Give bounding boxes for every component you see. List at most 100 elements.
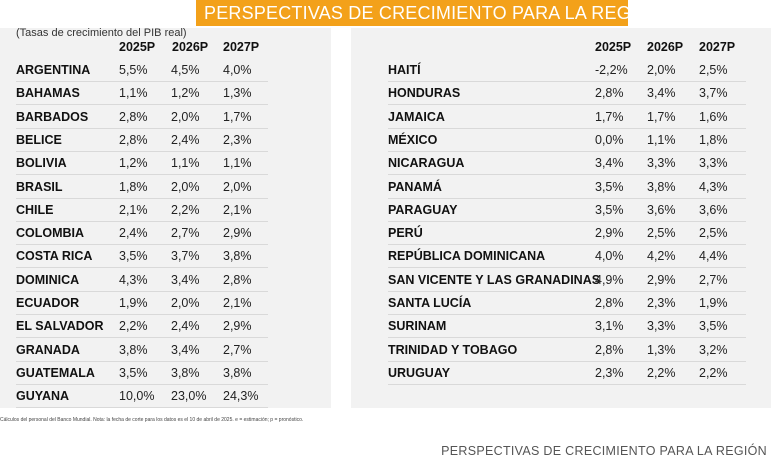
growth-value: 4,3% <box>119 272 148 287</box>
country-name: GRANADA <box>16 342 80 357</box>
growth-value: 3,3% <box>647 319 676 334</box>
left-header-2025: 2025P <box>119 40 156 54</box>
table-row: DOMINICA 4,3% 3,4% 2,8% <box>16 269 268 292</box>
country-name: BOLIVIA <box>16 156 67 171</box>
growth-value: 3,8% <box>223 365 252 380</box>
growth-value: 2,0% <box>171 296 200 310</box>
growth-value: 1,6% <box>699 109 728 124</box>
table-row: ARGENTINA 5,5% 4,5% 4,0% <box>16 59 268 82</box>
growth-value: 3,3% <box>699 156 728 171</box>
table-row: MÉXICO 0,0% 1,1% 1,8% <box>388 129 746 152</box>
growth-value: 2,2% <box>119 319 148 334</box>
growth-value: 2,8% <box>595 86 624 101</box>
table-row: PANAMÁ 3,5% 3,8% 4,3% <box>388 176 746 199</box>
country-name: TRINIDAD Y TOBAGO <box>388 342 518 357</box>
growth-value: 2,5% <box>647 226 676 241</box>
table-row: REPÚBLICA DOMINICANA 4,0% 4,2% 4,4% <box>388 245 746 269</box>
growth-value: 1,2% <box>171 86 200 101</box>
growth-value: 2,0% <box>223 179 252 194</box>
country-name: HAITÍ <box>388 63 421 77</box>
country-name: JAMAICA <box>388 109 445 124</box>
country-name: ARGENTINA <box>16 63 91 77</box>
growth-value: 1,1% <box>223 156 252 171</box>
growth-value: 1,7% <box>595 109 624 124</box>
growth-value: 2,3% <box>595 365 624 380</box>
growth-value: 2,1% <box>223 296 252 310</box>
growth-value: 1,7% <box>647 109 676 124</box>
growth-value: 2,8% <box>119 132 148 147</box>
growth-value: 2,3% <box>223 132 252 147</box>
growth-value: 3,8% <box>171 365 200 380</box>
left-header-2026: 2026P <box>172 40 209 54</box>
growth-value: 2,4% <box>171 132 200 147</box>
growth-value: 3,8% <box>223 249 252 264</box>
growth-value: -2,2% <box>595 63 628 77</box>
growth-value: 2,8% <box>595 342 624 357</box>
country-name: PARAGUAY <box>388 202 458 217</box>
table-row: BAHAMAS 1,1% 1,2% 1,3% <box>16 82 268 106</box>
country-name: URUGUAY <box>388 365 451 380</box>
country-name: SANTA LUCÍA <box>388 296 472 310</box>
country-name: HONDURAS <box>388 86 461 101</box>
growth-value: 1,3% <box>647 342 676 357</box>
country-name: ECUADOR <box>16 296 80 310</box>
growth-value: 4,0% <box>223 63 252 77</box>
table-subtitle: (Tasas de crecimiento del PIB real) <box>16 27 187 39</box>
footnote: Cálculos del personal del Banco Mundial.… <box>0 417 304 423</box>
growth-value: 2,7% <box>699 272 728 287</box>
growth-value: 4,3% <box>699 179 728 194</box>
growth-value: 2,5% <box>699 63 728 77</box>
country-name: MÉXICO <box>388 132 438 147</box>
growth-value: 2,5% <box>699 226 728 241</box>
table-row: BOLIVIA 1,2% 1,1% 1,1% <box>16 152 268 176</box>
growth-value: 3,5% <box>595 202 624 217</box>
growth-value: 1,8% <box>119 179 148 194</box>
growth-value: 5,5% <box>119 63 148 77</box>
country-name: BRASIL <box>16 179 63 194</box>
growth-value: 1,7% <box>223 109 252 124</box>
growth-value: 4,4% <box>699 249 728 264</box>
table-row: BELICE 2,8% 2,4% 2,3% <box>16 129 268 152</box>
growth-value: 2,1% <box>119 202 148 217</box>
country-name: GUYANA <box>16 389 70 404</box>
table-row: HONDURAS 2,8% 3,4% 3,7% <box>388 82 746 106</box>
table-row: ECUADOR 1,9% 2,0% 2,1% <box>16 292 268 315</box>
growth-value: 2,0% <box>647 63 676 77</box>
table-row: JAMAICA 1,7% 1,7% 1,6% <box>388 106 746 129</box>
country-name: PANAMÁ <box>388 179 442 194</box>
growth-value: 2,2% <box>171 202 200 217</box>
country-name: REPÚBLICA DOMINICANA <box>388 249 546 264</box>
country-name: GUATEMALA <box>16 365 95 380</box>
growth-value: 3,4% <box>595 156 624 171</box>
left-table-panel <box>0 28 331 408</box>
right-header-2025: 2025P <box>595 40 632 54</box>
growth-value: 1,9% <box>699 296 728 310</box>
growth-value: 4,5% <box>171 63 200 77</box>
growth-value: 4,2% <box>647 249 676 264</box>
growth-value: 3,7% <box>171 249 200 264</box>
country-name: BELICE <box>16 132 62 147</box>
growth-value: 4,0% <box>595 249 624 264</box>
growth-value: 3,4% <box>171 342 200 357</box>
title-banner: PERSPECTIVAS DE CRECIMIENTO PARA LA REGI… <box>196 0 663 26</box>
growth-value: 3,5% <box>595 179 624 194</box>
growth-value: 2,9% <box>223 319 252 334</box>
growth-value: 3,8% <box>647 179 676 194</box>
growth-value: 2,2% <box>699 365 728 380</box>
growth-value: 24,3% <box>223 389 259 404</box>
table-row: NICARAGUA 3,4% 3,3% 3,3% <box>388 152 746 176</box>
growth-value: 2,0% <box>171 109 200 124</box>
table-row: PARAGUAY 3,5% 3,6% 3,6% <box>388 199 746 222</box>
growth-value: 1,1% <box>647 132 676 147</box>
table-row: GUYANA 10,0% 23,0% 24,3% <box>16 385 268 409</box>
country-name: SURINAM <box>388 319 447 334</box>
table-row: PERÚ 2,9% 2,5% 2,5% <box>388 222 746 246</box>
growth-value: 3,4% <box>647 86 676 101</box>
growth-value: 1,9% <box>119 296 148 310</box>
table-row: BARBADOS 2,8% 2,0% 1,7% <box>16 106 268 129</box>
growth-value: 3,5% <box>699 319 728 334</box>
table-row: SAN VICENTE Y LAS GRANADINAS 4,9% 2,9% 2,7% <box>388 269 746 292</box>
growth-value: 1,2% <box>119 156 148 171</box>
growth-value: 2,9% <box>647 272 676 287</box>
table-row: TRINIDAD Y TOBAGO 2,8% 1,3% 3,2% <box>388 339 746 362</box>
